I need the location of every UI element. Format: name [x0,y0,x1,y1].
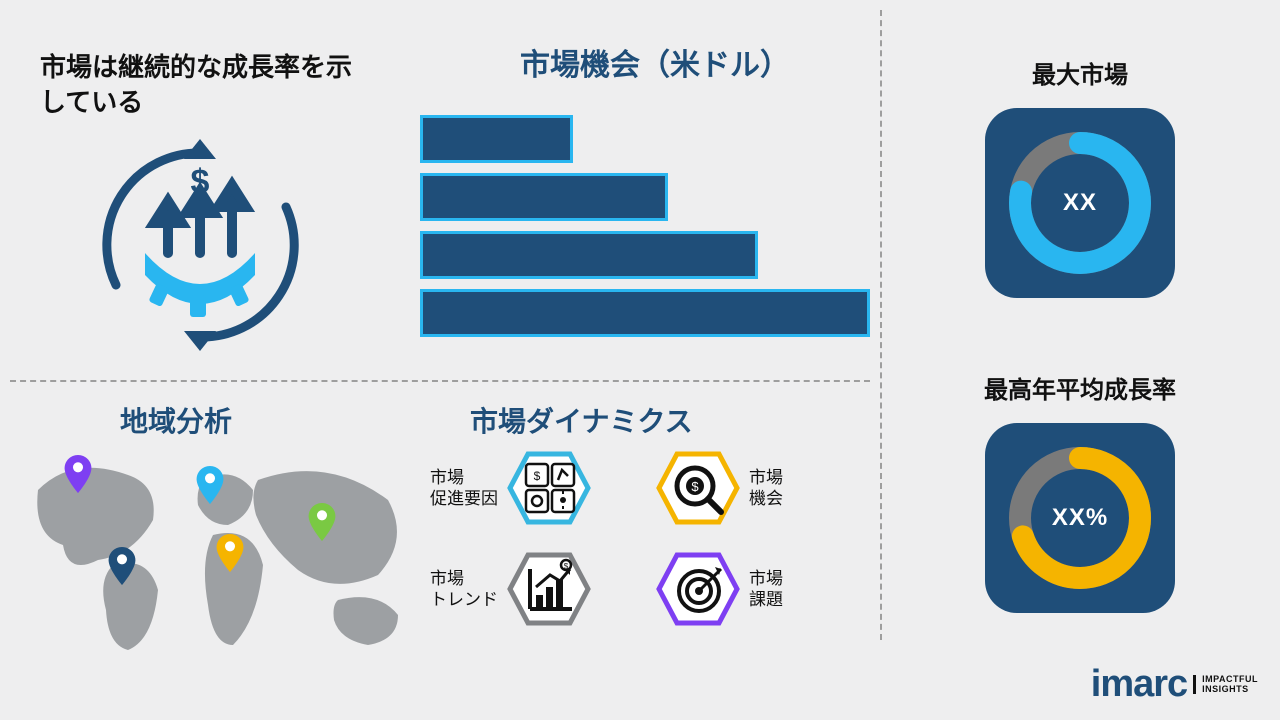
largest-market-tile: XX [985,108,1175,298]
svg-text:$: $ [564,562,569,571]
opportunity-title: 市場機会（米ドル） [440,40,870,84]
dynamics-item: $ 市場 促進要因 [430,450,645,526]
dynamics-hex-icon: $ [506,450,592,526]
dynamics-item: 市場 課題 [655,551,870,627]
opportunity-bar [420,173,668,221]
dynamics-label: 市場 トレンド [430,568,498,611]
imarc-logo: imarc IMPACTFULINSIGHTS [1091,663,1258,706]
largest-market-block: 最大市場 XX [880,55,1280,298]
dynamics-hex-icon: $ [655,450,741,526]
highest-cagr-value: XX% [1052,504,1108,532]
map-pin-icon [108,547,136,585]
dynamics-hex-icon [655,551,741,627]
dynamics-item: $ 市場 機会 [655,450,870,526]
map-pin-icon [216,534,244,572]
map-pin-icon [196,466,224,504]
horizontal-divider [10,380,870,382]
opportunity-bar-chart [420,115,870,347]
map-pin-icon [64,455,92,493]
growth-title: 市場は継続的な成長率を示している [40,50,360,120]
largest-market-title: 最大市場 [880,55,1280,90]
logo-tagline: IMPACTFULINSIGHTS [1193,675,1258,695]
svg-text:$: $ [691,479,699,494]
highest-cagr-tile: XX% [985,423,1175,613]
opportunity-bar [420,115,573,163]
dynamics-label: 市場 促進要因 [430,467,498,510]
logo-text: imarc [1091,663,1187,706]
highest-cagr-block: 最高年平均成長率 XX% [880,370,1280,613]
dynamics-grid: $ 市場 促進要因 $ 市場 機会 $ 市場 トレンド 市場 課題 [430,450,870,627]
opportunity-bar [420,231,758,279]
dynamics-label: 市場 機会 [749,467,783,510]
highest-cagr-title: 最高年平均成長率 [880,370,1280,405]
dynamics-title: 市場ダイナミクス [470,400,693,440]
map-pin-icon [308,503,336,541]
growth-cycle-icon: $ [90,135,310,355]
svg-text:$: $ [534,469,541,483]
world-map [18,445,418,665]
dynamics-item: $ 市場 トレンド [430,551,645,627]
dynamics-hex-icon: $ [506,551,592,627]
dynamics-label: 市場 課題 [749,568,783,611]
region-title: 地域分析 [120,400,232,440]
largest-market-value: XX [1063,189,1097,217]
opportunity-bar [420,289,870,337]
